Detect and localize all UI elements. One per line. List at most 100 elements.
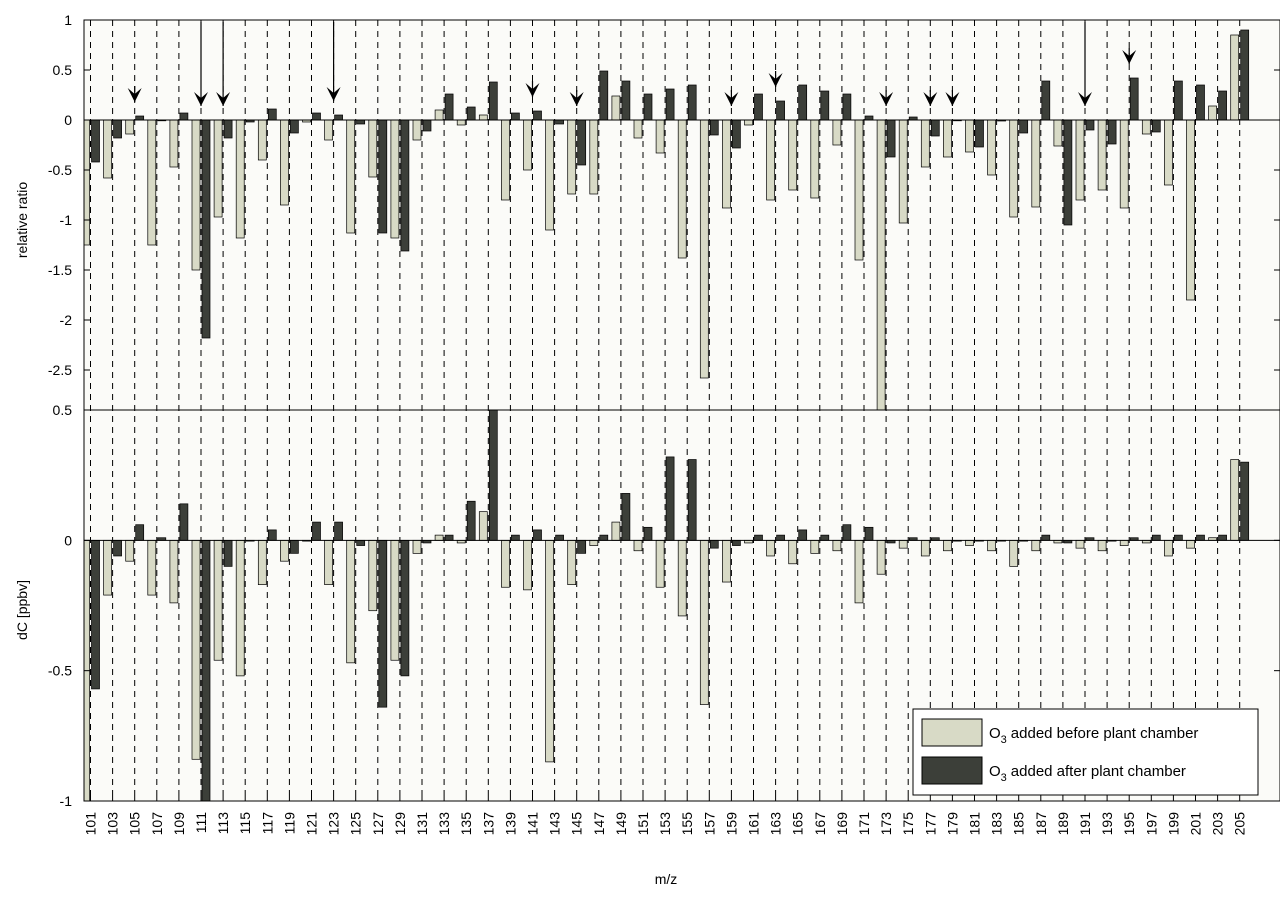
- bottom-y-ticks: 0.5 0 -0.5 -1: [48, 402, 1280, 809]
- x-tick-label: 201: [1188, 812, 1204, 836]
- bottom-bar-before-111: [191, 539, 201, 760]
- top-bar-before-179: [943, 119, 952, 158]
- bottom-bar-after-129: [400, 539, 410, 677]
- top-bar-before-103: [103, 119, 112, 179]
- x-tick-label: 133: [436, 812, 452, 836]
- bottom-bar-before-201: [1186, 539, 1195, 549]
- top-bar-after-109: [179, 112, 189, 121]
- x-tick-label: 127: [370, 812, 386, 836]
- bottom-bar-before-129: [390, 539, 400, 661]
- x-tick-label: 129: [392, 812, 408, 836]
- x-tick-label: 119: [281, 812, 297, 835]
- x-tick-label: 199: [1165, 812, 1181, 836]
- top-bar-after-141: [533, 110, 542, 121]
- top-bar-before-143: [545, 119, 554, 231]
- top-bar-after-113: [223, 119, 233, 139]
- top-bar-before-169: [832, 119, 842, 146]
- legend-swatch-after: [921, 756, 983, 785]
- top-bar-before-133: [434, 109, 444, 121]
- top-y-tick-label: -2.5: [48, 362, 72, 378]
- top-bar-before-119: [280, 119, 289, 206]
- bottom-bar-before-199: [1164, 539, 1173, 557]
- bottom-bar-after-101: [91, 539, 100, 690]
- bottom-bar-before-193: [1097, 539, 1107, 552]
- x-tick-label: 159: [723, 812, 739, 836]
- bottom-bar-before-109: [169, 539, 179, 604]
- bottom-bar-after-113: [223, 539, 233, 567]
- top-bar-after-149: [621, 80, 631, 121]
- bottom-bar-before-163: [766, 539, 775, 557]
- x-tick-label: 135: [458, 812, 474, 836]
- bottom-bar-after-147: [599, 534, 609, 541]
- bottom-bar-after-109: [179, 503, 189, 541]
- bottom-bar-after-167: [820, 534, 830, 541]
- bottom-bar-after-163: [776, 534, 785, 541]
- top-bar-before-149: [611, 95, 621, 121]
- bottom-bar-after-171: [864, 526, 874, 541]
- x-tick-label: 143: [547, 812, 563, 836]
- bottom-bar-before-145: [567, 539, 577, 585]
- bottom-bar-before-175: [898, 539, 908, 549]
- bottom-bar-before-107: [147, 539, 157, 596]
- top-y-tick-label: -2: [60, 312, 73, 328]
- top-bar-after-125: [356, 119, 366, 125]
- bottom-bar-before-205: [1230, 459, 1240, 541]
- bottom-bar-after-139: [511, 534, 520, 541]
- x-tick-label: 141: [525, 812, 541, 836]
- bottom-bar-before-187: [1031, 539, 1041, 552]
- bottom-bar-before-147: [589, 539, 599, 546]
- top-bar-after-185: [1019, 119, 1029, 134]
- x-tick-label: 203: [1210, 812, 1226, 836]
- top-bar-before-199: [1164, 119, 1173, 186]
- bottom-bar-before-133: [434, 534, 444, 541]
- top-bar-after-119: [290, 119, 299, 134]
- bottom-bar-after-197: [1151, 534, 1161, 541]
- top-bar-before-101: [84, 119, 90, 246]
- x-tick-label: 145: [569, 812, 585, 836]
- bottom-bar-before-191: [1075, 539, 1085, 549]
- bottom-y-tick-label: 0: [64, 532, 72, 548]
- top-bar-before-125: [346, 119, 356, 234]
- x-tick-label: 115: [237, 812, 253, 835]
- x-tick-label: 105: [127, 812, 143, 836]
- bottom-bar-before-125: [346, 539, 356, 664]
- bottom-bar-after-205: [1240, 461, 1250, 541]
- top-bar-before-141: [523, 119, 532, 171]
- top-bar-after-189: [1063, 119, 1073, 226]
- top-bar-after-103: [113, 119, 122, 139]
- bottom-bar-before-117: [257, 539, 267, 585]
- top-bar-before-145: [567, 119, 577, 195]
- bottom-bar-after-165: [798, 529, 808, 541]
- top-bar-before-183: [987, 119, 996, 176]
- x-tick-label: 173: [878, 812, 894, 836]
- bottom-bar-before-151: [633, 539, 643, 552]
- top-bar-after-161: [754, 93, 763, 121]
- bottom-y-tick-label: -0.5: [48, 663, 72, 679]
- top-bar-after-197: [1151, 119, 1161, 133]
- legend-before-prefix: O: [989, 725, 1001, 742]
- top-bar-before-173: [876, 119, 886, 410]
- top-y-tick-label: -1.5: [48, 262, 72, 278]
- x-tick-label: 139: [502, 812, 518, 836]
- x-tick-label: 193: [1099, 812, 1115, 836]
- bottom-bar-before-183: [987, 539, 996, 552]
- top-bar-before-113: [213, 119, 223, 218]
- top-bar-before-153: [655, 119, 665, 154]
- bottom-bar-before-185: [1009, 539, 1019, 567]
- x-tick-label: 205: [1232, 812, 1248, 836]
- bottom-bar-after-127: [378, 539, 388, 708]
- bottom-bar-before-157: [699, 539, 709, 705]
- arrow-head-123: [326, 87, 341, 101]
- x-tick-label: 163: [768, 812, 784, 836]
- top-bar-before-171: [854, 119, 864, 261]
- bottom-bar-after-105: [135, 524, 145, 541]
- top-bar-before-193: [1097, 119, 1107, 191]
- x-axis-label: m/z: [655, 871, 678, 887]
- arrow-head-163: [768, 73, 783, 87]
- top-bar-after-117: [267, 108, 277, 121]
- bottom-bar-after-201: [1196, 534, 1205, 541]
- bottom-bar-before-149: [611, 521, 621, 541]
- x-tick-label: 111: [193, 812, 209, 833]
- bottom-bar-after-153: [665, 456, 675, 541]
